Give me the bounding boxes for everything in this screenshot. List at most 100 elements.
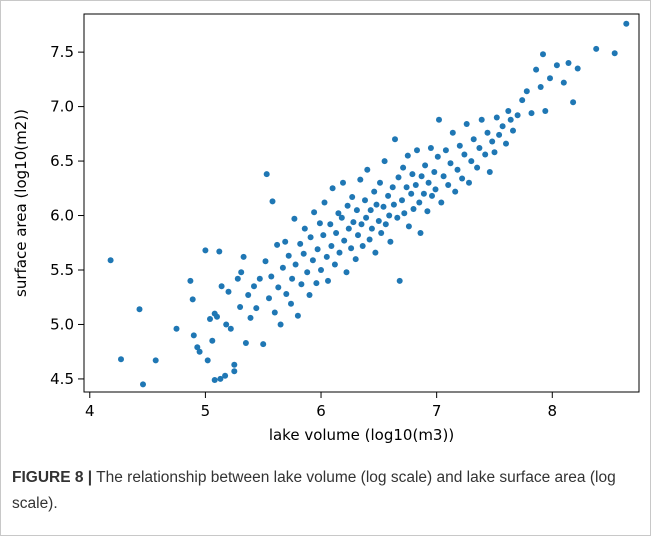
data-point bbox=[190, 332, 197, 339]
data-point bbox=[438, 199, 445, 206]
data-point bbox=[623, 20, 630, 27]
data-point bbox=[349, 194, 356, 200]
data-point bbox=[373, 201, 380, 208]
data-point bbox=[362, 197, 368, 204]
x-tick-label: 8 bbox=[548, 402, 558, 420]
x-tick-label: 4 bbox=[85, 402, 95, 420]
data-point bbox=[405, 223, 412, 230]
data-point bbox=[593, 45, 600, 52]
data-point bbox=[333, 230, 340, 236]
data-point bbox=[371, 188, 378, 195]
data-point bbox=[336, 249, 343, 256]
data-point bbox=[519, 97, 526, 104]
data-point bbox=[266, 295, 272, 302]
scatter-chart: 4 5 6 7 8 4.5 5.0 5.5 6.0 6.5 7.0 7.5 lake volume … bbox=[12, 13, 640, 444]
data-point bbox=[523, 88, 530, 95]
data-point bbox=[377, 179, 383, 186]
x-axis-ticks: 4 5 6 7 8 bbox=[85, 392, 557, 420]
data-point bbox=[237, 304, 244, 310]
y-tick-label: 5.0 bbox=[50, 315, 74, 333]
data-point bbox=[436, 116, 442, 123]
data-point bbox=[251, 283, 257, 290]
data-point bbox=[343, 269, 350, 276]
data-point bbox=[283, 291, 290, 297]
data-point bbox=[345, 225, 352, 232]
data-point bbox=[368, 225, 375, 232]
data-point bbox=[367, 207, 374, 214]
y-axis-title: surface area (log10(m2)) bbox=[12, 109, 30, 297]
data-point bbox=[338, 214, 345, 221]
plot-area bbox=[83, 13, 640, 393]
data-point bbox=[242, 340, 249, 346]
data-point bbox=[341, 237, 348, 244]
data-point bbox=[400, 164, 407, 171]
data-point bbox=[340, 179, 346, 186]
data-point bbox=[307, 234, 314, 241]
data-point bbox=[528, 110, 535, 117]
data-point bbox=[223, 321, 230, 328]
data-point bbox=[491, 149, 498, 156]
data-point bbox=[459, 175, 466, 182]
y-axis-ticks: 4.5 5.0 5.5 6.0 6.5 7.0 7.5 bbox=[50, 43, 84, 388]
data-point bbox=[431, 169, 438, 175]
data-point bbox=[291, 215, 298, 222]
data-point bbox=[537, 84, 544, 90]
data-point bbox=[447, 160, 454, 167]
data-point bbox=[173, 325, 180, 332]
data-point bbox=[510, 127, 516, 134]
data-point bbox=[247, 314, 254, 321]
data-point bbox=[231, 368, 238, 375]
data-point bbox=[323, 253, 330, 260]
data-point bbox=[432, 186, 439, 193]
data-point bbox=[316, 220, 323, 227]
data-point bbox=[366, 236, 373, 243]
data-point bbox=[382, 221, 389, 228]
data-point bbox=[503, 140, 509, 147]
data-point bbox=[394, 214, 401, 221]
data-point bbox=[331, 261, 338, 268]
data-point bbox=[314, 246, 321, 253]
data-point bbox=[476, 145, 483, 151]
data-point bbox=[574, 65, 581, 72]
data-point bbox=[547, 75, 553, 82]
data-point bbox=[403, 184, 410, 191]
data-point bbox=[152, 357, 159, 364]
data-point bbox=[424, 208, 431, 215]
y-tick-label: 6.5 bbox=[50, 152, 74, 170]
data-point bbox=[387, 238, 394, 245]
data-point bbox=[418, 173, 425, 180]
data-point bbox=[560, 79, 567, 86]
data-point bbox=[401, 210, 408, 217]
data-point bbox=[542, 108, 549, 114]
x-tick-label: 6 bbox=[316, 402, 326, 420]
data-point bbox=[474, 164, 481, 171]
data-point bbox=[414, 147, 420, 154]
data-point bbox=[505, 108, 512, 114]
data-point bbox=[271, 309, 278, 316]
data-point bbox=[434, 153, 441, 160]
data-point bbox=[417, 230, 424, 236]
data-point bbox=[412, 182, 419, 188]
data-point bbox=[468, 158, 475, 165]
data-point bbox=[493, 114, 500, 121]
data-point bbox=[269, 198, 276, 205]
data-point bbox=[385, 192, 392, 199]
data-point bbox=[363, 214, 370, 221]
data-point bbox=[292, 261, 299, 268]
data-point bbox=[196, 348, 203, 355]
data-point bbox=[107, 257, 114, 264]
data-point bbox=[256, 275, 263, 282]
data-point bbox=[570, 99, 577, 106]
data-point bbox=[540, 51, 546, 58]
data-point bbox=[304, 269, 311, 276]
y-tick-label: 7.0 bbox=[50, 98, 74, 116]
data-point bbox=[311, 209, 318, 216]
data-point bbox=[429, 192, 435, 199]
data-point bbox=[262, 258, 269, 265]
data-point bbox=[209, 337, 216, 344]
data-point bbox=[136, 306, 143, 313]
y-tick-label: 4.5 bbox=[50, 370, 74, 388]
data-point bbox=[318, 267, 324, 273]
data-point bbox=[306, 292, 313, 298]
data-point bbox=[396, 277, 403, 284]
